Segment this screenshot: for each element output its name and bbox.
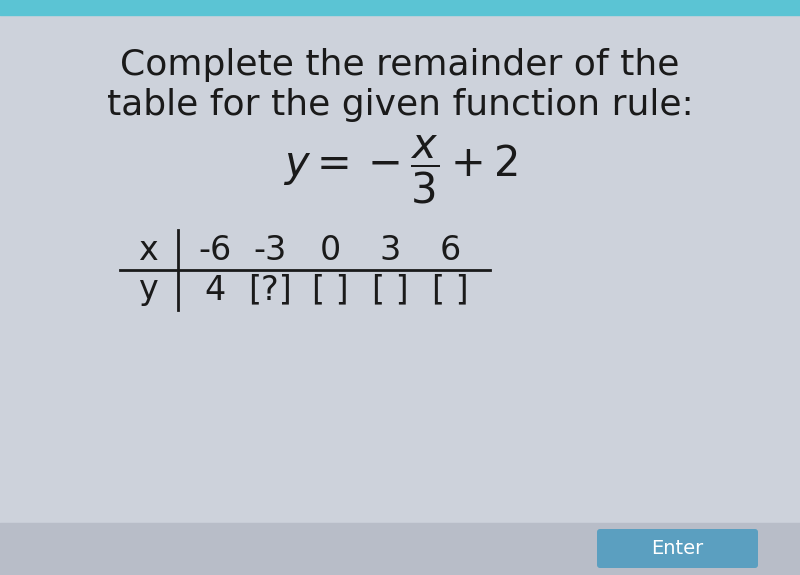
Text: table for the given function rule:: table for the given function rule: xyxy=(106,88,694,122)
Text: 0: 0 xyxy=(319,233,341,266)
Text: 4: 4 xyxy=(204,274,226,306)
Text: -6: -6 xyxy=(198,233,232,266)
Text: 6: 6 xyxy=(439,233,461,266)
Text: [ ]: [ ] xyxy=(372,274,408,306)
Text: -3: -3 xyxy=(254,233,286,266)
Text: [?]: [?] xyxy=(248,274,292,306)
Text: x: x xyxy=(138,233,158,266)
Text: Enter: Enter xyxy=(651,539,704,558)
Text: y: y xyxy=(138,274,158,306)
Text: [ ]: [ ] xyxy=(312,274,348,306)
Text: [ ]: [ ] xyxy=(432,274,468,306)
Text: 3: 3 xyxy=(379,233,401,266)
FancyBboxPatch shape xyxy=(597,529,758,568)
Text: $y = -\dfrac{x}{3} + 2$: $y = -\dfrac{x}{3} + 2$ xyxy=(282,134,518,206)
Text: Complete the remainder of the: Complete the remainder of the xyxy=(120,48,680,82)
